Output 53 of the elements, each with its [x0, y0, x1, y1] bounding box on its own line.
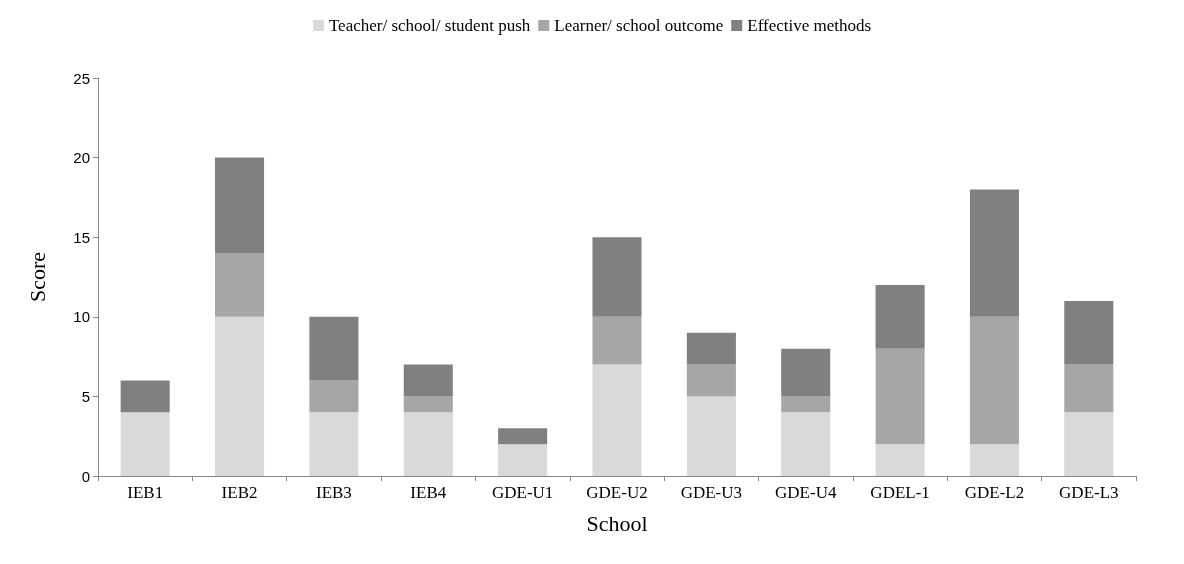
bar	[686, 332, 736, 365]
bar	[592, 316, 642, 365]
legend-label: Learner/ school outcome	[554, 16, 724, 35]
legend-label: Teacher/ school/ student push	[328, 16, 531, 35]
x-tick-label: IEB4	[410, 483, 447, 502]
bar	[592, 364, 642, 476]
bar	[781, 348, 831, 397]
x-tick-label: GDE-L2	[964, 483, 1025, 502]
bar	[875, 284, 925, 349]
bar	[686, 396, 736, 476]
bar	[498, 428, 548, 445]
bar	[403, 412, 453, 476]
bar	[403, 364, 453, 397]
x-tick-label: GDE-U4	[775, 483, 837, 502]
bar	[215, 316, 265, 476]
x-axis-title: School	[586, 510, 648, 536]
bar	[969, 444, 1019, 476]
x-tick-label: GDEL-1	[870, 483, 930, 502]
bar	[215, 253, 265, 317]
bar	[781, 396, 831, 413]
x-tick-label: GDE-U2	[586, 483, 648, 502]
bar	[875, 348, 925, 445]
bar	[969, 189, 1019, 317]
legend-label: Effective methods	[747, 16, 872, 35]
bar	[309, 412, 359, 476]
bar	[309, 316, 359, 381]
x-tick-label: IEB2	[221, 483, 258, 502]
x-tick-label: GDE-U1	[491, 483, 554, 502]
bar	[498, 444, 548, 476]
y-tick-label: 0	[81, 467, 90, 485]
bar	[781, 412, 831, 476]
bar	[1064, 364, 1114, 413]
y-tick-label: 25	[73, 69, 90, 87]
x-tick-label: IEB1	[127, 483, 164, 502]
bar	[1064, 300, 1114, 365]
y-tick-label: 10	[73, 308, 90, 326]
bar	[592, 237, 642, 317]
y-tick-label: 20	[73, 149, 90, 167]
bar	[120, 412, 170, 476]
bar	[215, 157, 265, 254]
y-tick-label: 15	[73, 228, 90, 246]
bar	[1064, 412, 1114, 476]
bar	[686, 364, 736, 397]
x-tick-label: GDE-U3	[680, 483, 743, 502]
y-axis-title: Score	[24, 251, 50, 303]
bar	[875, 444, 925, 476]
x-tick-label: IEB3	[315, 483, 352, 502]
bar	[969, 316, 1019, 445]
x-tick-label: GDE-L3	[1059, 483, 1119, 502]
y-tick-label: 5	[81, 387, 90, 405]
bar	[120, 380, 170, 413]
bar	[403, 396, 453, 413]
bar	[309, 380, 359, 413]
